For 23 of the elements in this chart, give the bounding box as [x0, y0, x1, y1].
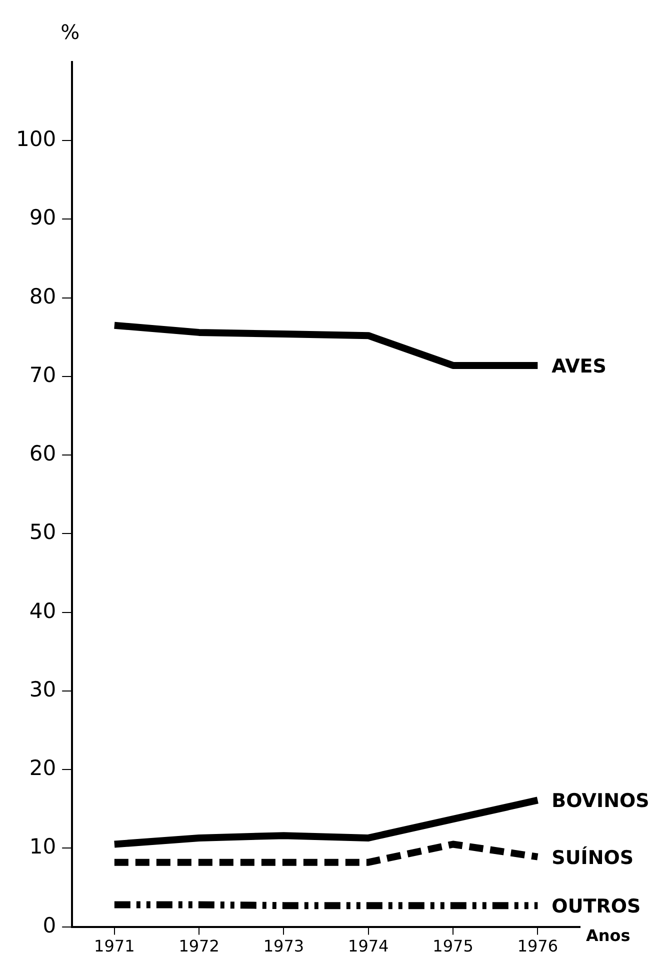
x-tick-label: 1976	[517, 936, 558, 956]
y-tick-label: 60	[29, 442, 56, 466]
series-label: BOVINOS	[552, 790, 650, 812]
x-tick-label: 1972	[178, 936, 220, 956]
series-label: OUTROS	[552, 896, 641, 918]
x-tick-label: 1974	[348, 936, 389, 956]
y-tick-label: 10	[29, 834, 56, 859]
x-axis-title: Anos	[586, 926, 630, 945]
y-axis-title: %	[60, 20, 80, 44]
x-tick-label: 1975	[432, 936, 474, 956]
y-tick-label: 50	[29, 520, 56, 544]
y-tick-label: 100	[16, 127, 56, 152]
series-label: AVES	[552, 355, 606, 378]
y-tick-label: 80	[29, 284, 56, 308]
y-tick-label: 20	[29, 756, 56, 780]
x-tick-label: 1973	[263, 936, 304, 956]
y-tick-label: 30	[29, 677, 56, 702]
y-tick-label: 70	[29, 362, 56, 387]
y-tick-label: 90	[29, 206, 56, 230]
x-tick-label: 1971	[94, 936, 135, 956]
series-label: SUÍNOS	[552, 846, 634, 869]
y-tick-label: 0	[42, 913, 56, 938]
y-tick-label: 40	[29, 598, 56, 623]
